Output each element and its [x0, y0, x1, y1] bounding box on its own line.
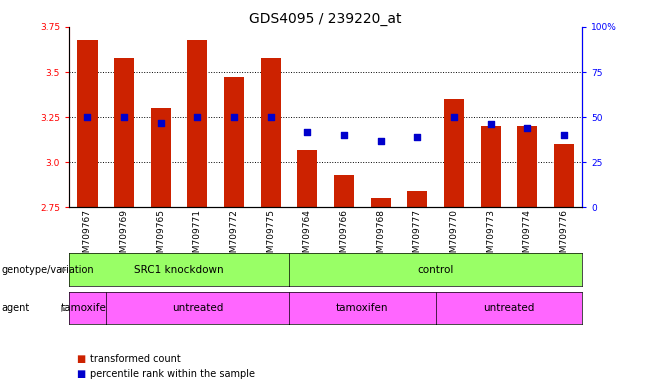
Bar — [444, 99, 464, 207]
Text: genotype/variation: genotype/variation — [1, 265, 94, 275]
Bar — [517, 126, 538, 207]
Text: tamoxifen: tamoxifen — [61, 303, 114, 313]
Bar — [78, 40, 97, 207]
Text: agent: agent — [1, 303, 30, 313]
Title: GDS4095 / 239220_at: GDS4095 / 239220_at — [249, 12, 402, 26]
Bar — [334, 175, 354, 207]
Point — [522, 125, 532, 131]
Point — [339, 132, 349, 138]
Point — [376, 137, 386, 144]
Point — [229, 114, 240, 120]
Bar — [188, 40, 207, 207]
Text: untreated: untreated — [172, 303, 223, 313]
Bar — [370, 198, 391, 207]
Point — [449, 114, 459, 120]
Text: control: control — [418, 265, 454, 275]
Point — [265, 114, 276, 120]
Text: ■: ■ — [76, 354, 85, 364]
Point — [412, 134, 422, 140]
Text: SRC1 knockdown: SRC1 knockdown — [134, 265, 224, 275]
Bar — [480, 126, 501, 207]
Text: ■: ■ — [76, 369, 85, 379]
Point — [486, 121, 496, 127]
Text: untreated: untreated — [484, 303, 535, 313]
Point — [82, 114, 93, 120]
Bar — [297, 150, 317, 207]
Bar — [407, 191, 428, 207]
Point — [559, 132, 569, 138]
Text: ▶: ▶ — [61, 304, 67, 313]
Point — [192, 114, 203, 120]
Bar — [114, 58, 134, 207]
Bar — [151, 108, 171, 207]
Text: ▶: ▶ — [61, 265, 67, 274]
Bar — [261, 58, 281, 207]
Point — [302, 129, 313, 135]
Point — [155, 119, 166, 126]
Text: percentile rank within the sample: percentile rank within the sample — [90, 369, 255, 379]
Bar — [224, 78, 244, 207]
Point — [119, 114, 130, 120]
Bar — [554, 144, 574, 207]
Text: tamoxifen: tamoxifen — [336, 303, 389, 313]
Text: transformed count: transformed count — [90, 354, 181, 364]
